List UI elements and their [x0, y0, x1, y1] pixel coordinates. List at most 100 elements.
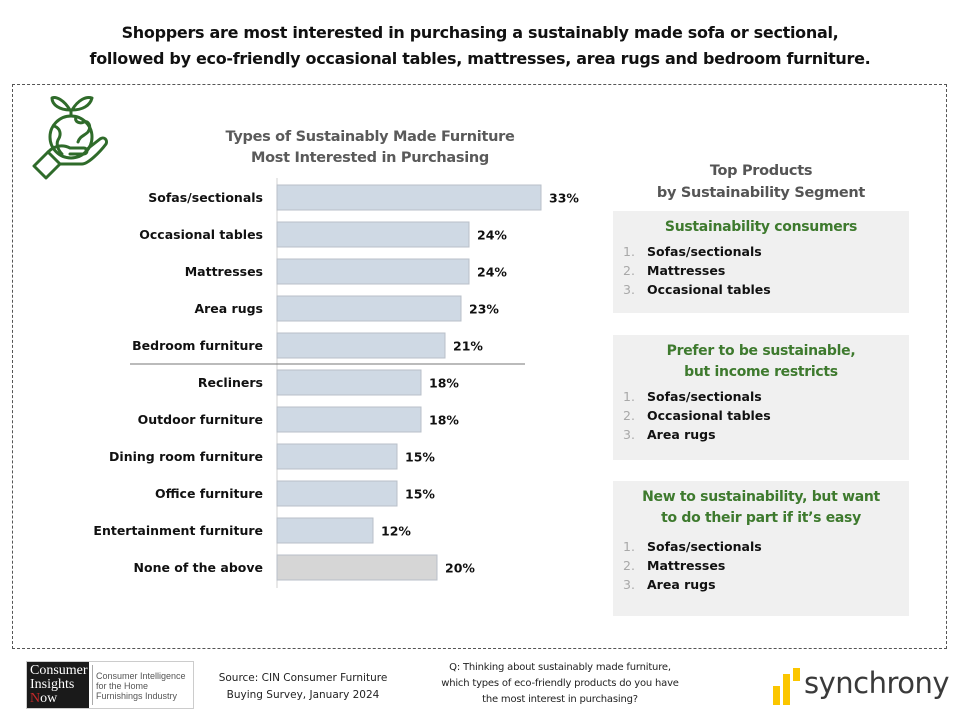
headline: Shoppers are most interested in purchasi… — [0, 20, 960, 72]
category-label: Mattresses — [185, 264, 263, 279]
source-note: Source: CIN Consumer Furniture Buying Su… — [198, 670, 408, 704]
cin-logo-tagline: Consumer Intelligence for the Home Furni… — [92, 665, 193, 705]
list-number: 2. — [623, 408, 635, 423]
question-line-2: which types of eco-friendly products do … — [441, 678, 679, 689]
consumer-insights-now-logo: Consumer Insights Now Consumer Intellige… — [26, 661, 194, 709]
segment-title-line-1: Prefer to be sustainable, — [666, 343, 856, 359]
cin-logo-n: N — [30, 691, 41, 706]
list-item-label: Sofas/sectionals — [647, 244, 762, 259]
bar-sofas-sectionals — [276, 184, 542, 211]
bar-bedroom-furniture — [276, 332, 446, 359]
cin-logo-wordmark: Consumer Insights Now — [27, 662, 89, 708]
list-item: 1. Sofas/sectionals — [623, 387, 899, 406]
list-item: 1. Sofas/sectionals — [623, 242, 899, 261]
cin-tagline-line-3: Furnishings Industry — [96, 691, 178, 701]
category-label: None of the above — [134, 560, 263, 575]
list-number: 1. — [623, 389, 635, 404]
value-label: 12% — [381, 524, 411, 539]
list-item: 3. Area rugs — [623, 575, 899, 594]
category-label: Dining room furniture — [109, 449, 263, 464]
category-label: Bedroom furniture — [132, 338, 263, 353]
list-item: 2. Mattresses — [623, 556, 899, 575]
value-label: 23% — [469, 302, 499, 317]
question-line-3: the most interest in purchasing? — [482, 694, 638, 705]
value-label: 18% — [429, 376, 459, 391]
right-panel-title-line-1: Top Products — [709, 163, 813, 179]
bar-occasional-tables — [276, 221, 470, 248]
segment-title: Sustainability consumers — [623, 217, 899, 238]
segment-box-new-to-sustainability: New to sustainability, but want to do th… — [613, 481, 909, 616]
list-item: 3. Area rugs — [623, 425, 899, 444]
cin-tagline-line-2: for the Home — [96, 681, 149, 691]
segment-list: 1. Sofas/sectionals 2. Mattresses 3. Occasi… — [623, 242, 899, 299]
bar-area-rugs — [276, 295, 462, 322]
synchrony-logo: synchrony — [772, 664, 950, 706]
list-item-label: Occasional tables — [647, 408, 771, 423]
cin-logo-ow: ow — [40, 691, 58, 706]
list-item: 2. Mattresses — [623, 261, 899, 280]
list-number: 3. — [623, 577, 635, 592]
segment-list: 1. Sofas/sectionals 2. Occasional tables 3… — [623, 387, 899, 444]
value-label: 18% — [429, 413, 459, 428]
value-label: 15% — [405, 487, 435, 502]
chart-title-line-1: Types of Sustainably Made Furniture — [225, 129, 515, 145]
bar-mattresses — [276, 258, 470, 285]
list-item-label: Mattresses — [647, 263, 726, 278]
survey-question: Q: Thinking about sustainably made furni… — [415, 660, 705, 708]
list-number: 3. — [623, 427, 635, 442]
value-label: 24% — [477, 265, 507, 280]
list-item-label: Mattresses — [647, 558, 726, 573]
content-frame — [12, 84, 947, 649]
cin-tagline-line-1: Consumer Intelligence — [96, 671, 186, 681]
segment-title: Prefer to be sustainable, but income res… — [623, 341, 899, 383]
segment-box-sustainability-consumers: Sustainability consumers 1. Sofas/section… — [613, 211, 909, 313]
synchrony-wordmark: synchrony — [804, 666, 950, 700]
list-item-label: Area rugs — [647, 577, 716, 592]
headline-line-2: followed by eco-friendly occasional tabl… — [89, 49, 871, 68]
list-number: 2. — [623, 263, 635, 278]
category-label: Outdoor furniture — [138, 412, 263, 427]
list-item: 1. Sofas/sectionals — [623, 537, 899, 556]
segment-title-line-1: New to sustainability, but want — [642, 489, 880, 505]
cin-logo-word-1: Consumer — [30, 663, 88, 678]
segment-list: 1. Sofas/sectionals 2. Mattresses 3. Area r… — [623, 537, 899, 594]
source-line-2: Buying Survey, January 2024 — [226, 689, 380, 701]
list-item-label: Occasional tables — [647, 282, 771, 297]
source-line-1: Source: CIN Consumer Furniture — [218, 672, 388, 684]
synchrony-bars-icon — [773, 668, 800, 705]
value-label: 20% — [445, 561, 475, 576]
category-label: Entertainment furniture — [93, 523, 263, 538]
cin-logo-word-2: Insights — [30, 677, 75, 692]
bar-outdoor-furniture — [276, 406, 422, 433]
category-label: Office furniture — [155, 486, 263, 501]
list-item: 2. Occasional tables — [623, 406, 899, 425]
bar-none-of-the-above — [276, 554, 438, 581]
segment-box-prefer-sustainable: Prefer to be sustainable, but income res… — [613, 335, 909, 460]
value-label: 15% — [405, 450, 435, 465]
category-label: Sofas/sectionals — [148, 190, 263, 205]
list-number: 1. — [623, 244, 635, 259]
bar-recliners — [276, 369, 422, 396]
segment-title-line-2: but income restricts — [684, 364, 838, 380]
category-label: Occasional tables — [139, 227, 263, 242]
chart-title: Types of Sustainably Made Furniture Most… — [200, 127, 540, 169]
list-number: 2. — [623, 558, 635, 573]
right-panel-title: Top Products by Sustainability Segment — [612, 160, 910, 204]
category-label: Recliners — [198, 375, 263, 390]
list-item-label: Sofas/sectionals — [647, 389, 762, 404]
question-line-1: Q: Thinking about sustainably made furni… — [449, 662, 671, 673]
list-item-label: Sofas/sectionals — [647, 539, 762, 554]
value-label: 21% — [453, 339, 483, 354]
segment-title: New to sustainability, but want to do th… — [623, 487, 899, 529]
list-item: 3. Occasional tables — [623, 280, 899, 299]
list-number: 1. — [623, 539, 635, 554]
headline-line-1: Shoppers are most interested in purchasi… — [121, 23, 839, 42]
bar-office-furniture — [276, 480, 398, 507]
hand-holding-globe-with-sprout-icon — [32, 96, 108, 180]
list-number: 3. — [623, 282, 635, 297]
chart-title-line-2: Most Interested in Purchasing — [250, 150, 490, 166]
value-label: 33% — [549, 191, 579, 206]
bar-dining-room-furniture — [276, 443, 398, 470]
bar-entertainment-furniture — [276, 517, 374, 544]
cin-logo-word-3: Now — [30, 692, 86, 706]
